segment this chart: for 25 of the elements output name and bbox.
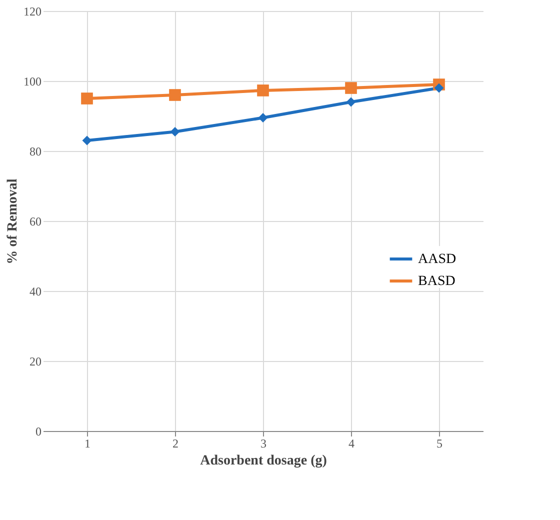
y-tick-label: 80 xyxy=(30,144,42,158)
y-tick-label: 20 xyxy=(30,354,42,368)
x-axis-title: Adsorbent dosage (g) xyxy=(200,454,328,468)
y-tick-label: 40 xyxy=(30,284,42,298)
point xyxy=(81,92,93,104)
legend-label: AASD xyxy=(418,252,456,267)
point xyxy=(346,97,356,107)
x-tick-label: 4 xyxy=(348,436,354,450)
point xyxy=(434,83,444,93)
x-tick-label: 2 xyxy=(172,436,178,450)
y-tick-label: 120 xyxy=(24,4,42,18)
point xyxy=(170,127,180,136)
x-tick-label: 3 xyxy=(260,436,266,450)
point xyxy=(169,89,181,101)
legend-label: BASD xyxy=(418,274,456,289)
y-axis-title: % of Removal xyxy=(6,178,20,264)
point xyxy=(82,136,92,146)
y-tick-label: 0 xyxy=(36,424,42,438)
y-tick-label: 60 xyxy=(30,214,42,228)
y-tick-label: 100 xyxy=(24,74,42,88)
point xyxy=(345,82,357,94)
x-tick-label: 1 xyxy=(84,436,90,450)
point xyxy=(257,84,269,96)
x-tick-label: 5 xyxy=(436,436,442,450)
point xyxy=(258,113,268,122)
